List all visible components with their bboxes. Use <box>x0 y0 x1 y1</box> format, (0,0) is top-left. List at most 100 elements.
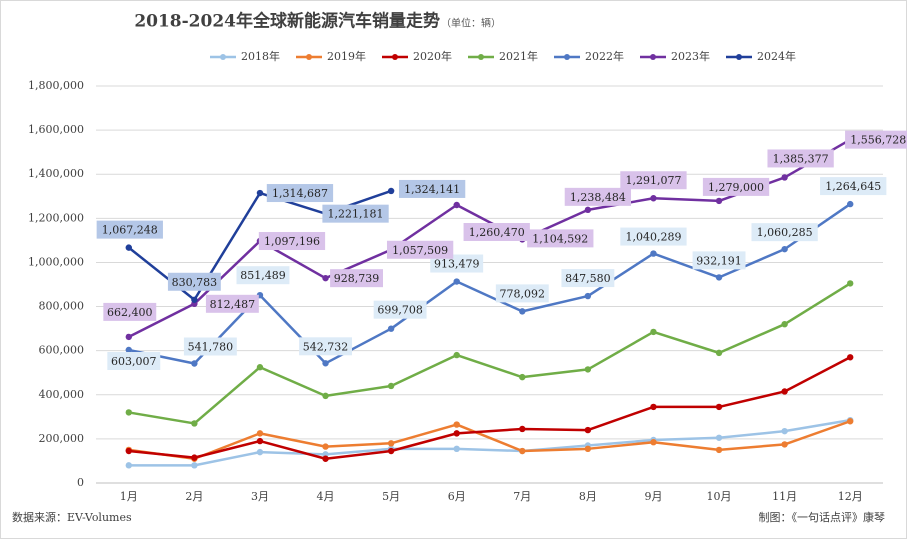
data-point <box>191 360 198 367</box>
legend-label: 2022年 <box>585 49 624 63</box>
x-tick-label: 1月 <box>120 490 138 503</box>
data-label: 1,324,141 <box>404 183 460 196</box>
data-label: 1,556,728 <box>850 134 906 147</box>
data-label-box <box>330 269 383 288</box>
data-point <box>715 197 723 205</box>
y-tick-label: 200,000 <box>39 432 85 445</box>
data-label: 1,264,645 <box>825 180 881 193</box>
data-point <box>650 438 657 446</box>
y-tick-label: 1,000,000 <box>28 255 84 268</box>
series-line <box>128 418 851 467</box>
data-label: 1,040,289 <box>625 231 681 244</box>
data-label-box <box>620 227 687 246</box>
data-label-box <box>386 240 454 259</box>
data-label: 1,314,687 <box>272 187 328 200</box>
data-point <box>125 447 132 455</box>
series-line <box>128 420 851 460</box>
series <box>125 354 854 462</box>
data-label-box <box>620 171 687 190</box>
data-point <box>847 418 854 425</box>
data-label-box <box>183 337 237 356</box>
data-label: 1,060,285 <box>757 226 813 239</box>
data-point <box>322 392 329 400</box>
data-label-box <box>258 232 326 251</box>
data-label-box <box>398 179 466 198</box>
data-point <box>387 325 395 332</box>
chart-subtitle: （单位：辆） <box>441 17 501 30</box>
data-label: 932,191 <box>696 254 742 267</box>
data-point <box>715 274 723 281</box>
data-label-box <box>322 204 389 223</box>
x-tick-label: 4月 <box>317 490 335 503</box>
data-label-box <box>430 254 484 273</box>
data-label-box <box>845 130 907 149</box>
data-point <box>650 328 657 336</box>
data-point <box>191 462 198 469</box>
data-point <box>519 447 526 455</box>
y-tick-label: 1,400,000 <box>28 167 84 180</box>
x-tick-label: 7月 <box>513 490 531 503</box>
data-label-box <box>820 177 887 196</box>
data-point <box>781 245 788 253</box>
data-point <box>715 434 723 441</box>
data-label: 1,057,509 <box>392 244 448 257</box>
data-label: 778,092 <box>500 287 546 300</box>
x-tick-label: 12月 <box>838 490 863 503</box>
data-point <box>781 388 788 395</box>
data-label-box <box>702 177 770 196</box>
data-point <box>453 430 460 437</box>
data-point <box>256 189 264 197</box>
data-point <box>519 373 526 381</box>
data-label: 1,385,377 <box>773 152 829 165</box>
data-point <box>322 274 329 282</box>
y-tick-label: 0 <box>77 476 84 489</box>
data-label-box <box>236 266 290 285</box>
data-label: 603,007 <box>111 355 157 368</box>
x-tick-label: 10月 <box>707 490 732 503</box>
legend-label: 2024年 <box>757 49 796 63</box>
chart-title: 2018-2024年全球新能源汽车销量走势 <box>134 11 440 32</box>
legend-marker <box>392 54 398 60</box>
data-label: 812,487 <box>210 298 256 311</box>
series-line <box>128 138 851 339</box>
data-label-box <box>767 149 834 168</box>
data-point <box>125 333 132 341</box>
data-point <box>781 174 788 181</box>
data-point <box>125 244 132 251</box>
y-tick-label: 400,000 <box>39 388 85 401</box>
data-label: 1,238,484 <box>570 191 626 204</box>
series-line <box>128 356 851 460</box>
legend-label: 2021年 <box>499 49 538 63</box>
data-point <box>387 440 395 447</box>
data-label-box <box>167 272 221 291</box>
y-tick-label: 600,000 <box>39 344 85 357</box>
data-point <box>584 426 592 434</box>
data-label-box <box>527 229 594 248</box>
data-point <box>453 201 460 209</box>
legend-marker <box>564 54 570 60</box>
data-label: 541,780 <box>188 341 234 354</box>
data-point <box>847 280 854 287</box>
data-label: 851,489 <box>240 269 286 282</box>
x-tick-label: 11月 <box>772 490 797 503</box>
x-tick-label: 2月 <box>185 490 203 503</box>
data-label: 1,291,077 <box>625 174 681 187</box>
credit: 制图：《一句话点评》康琴 <box>759 510 886 524</box>
legend-label: 2020年 <box>413 49 452 63</box>
series-line <box>128 282 851 425</box>
data-label: 928,739 <box>334 272 380 285</box>
data-label-box <box>692 251 746 270</box>
data-label-box <box>561 269 615 288</box>
data-label-box <box>564 187 632 206</box>
data-point <box>584 445 592 453</box>
data-point <box>715 349 723 357</box>
data-point <box>322 443 329 450</box>
data-point <box>453 445 460 453</box>
data-label-box <box>463 222 530 241</box>
y-tick-label: 1,800,000 <box>28 79 84 92</box>
data-label: 1,097,196 <box>264 235 320 248</box>
data-point <box>191 454 198 461</box>
data-point <box>584 292 592 300</box>
data-point <box>781 427 788 435</box>
